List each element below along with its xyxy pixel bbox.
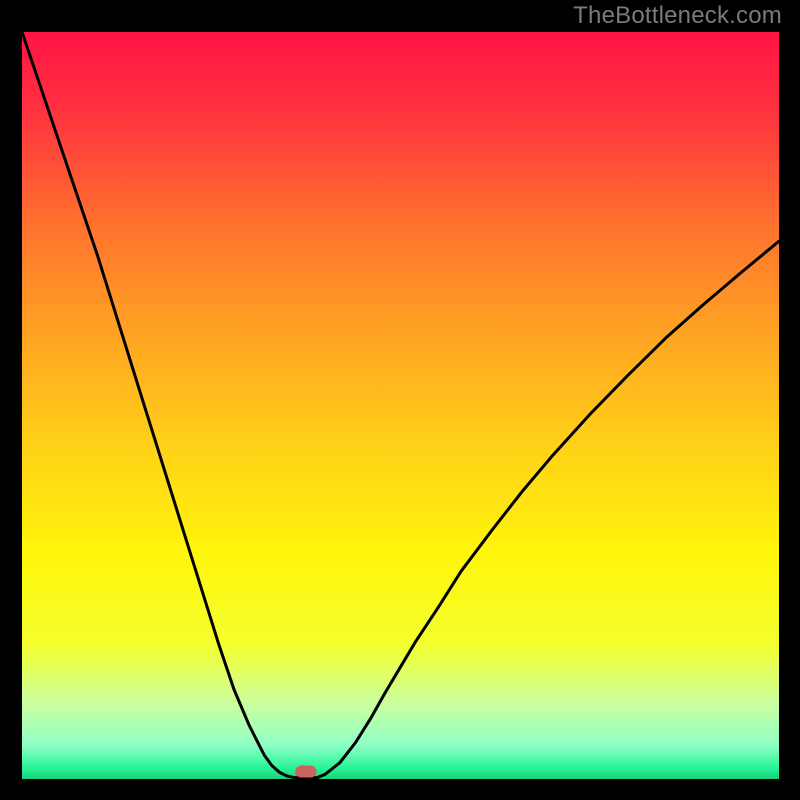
watermark-text: TheBottleneck.com xyxy=(573,2,782,30)
bottleneck-chart xyxy=(0,0,800,800)
chart-stage: TheBottleneck.com xyxy=(0,0,800,800)
min-marker xyxy=(295,766,316,778)
plot-area xyxy=(22,32,779,779)
